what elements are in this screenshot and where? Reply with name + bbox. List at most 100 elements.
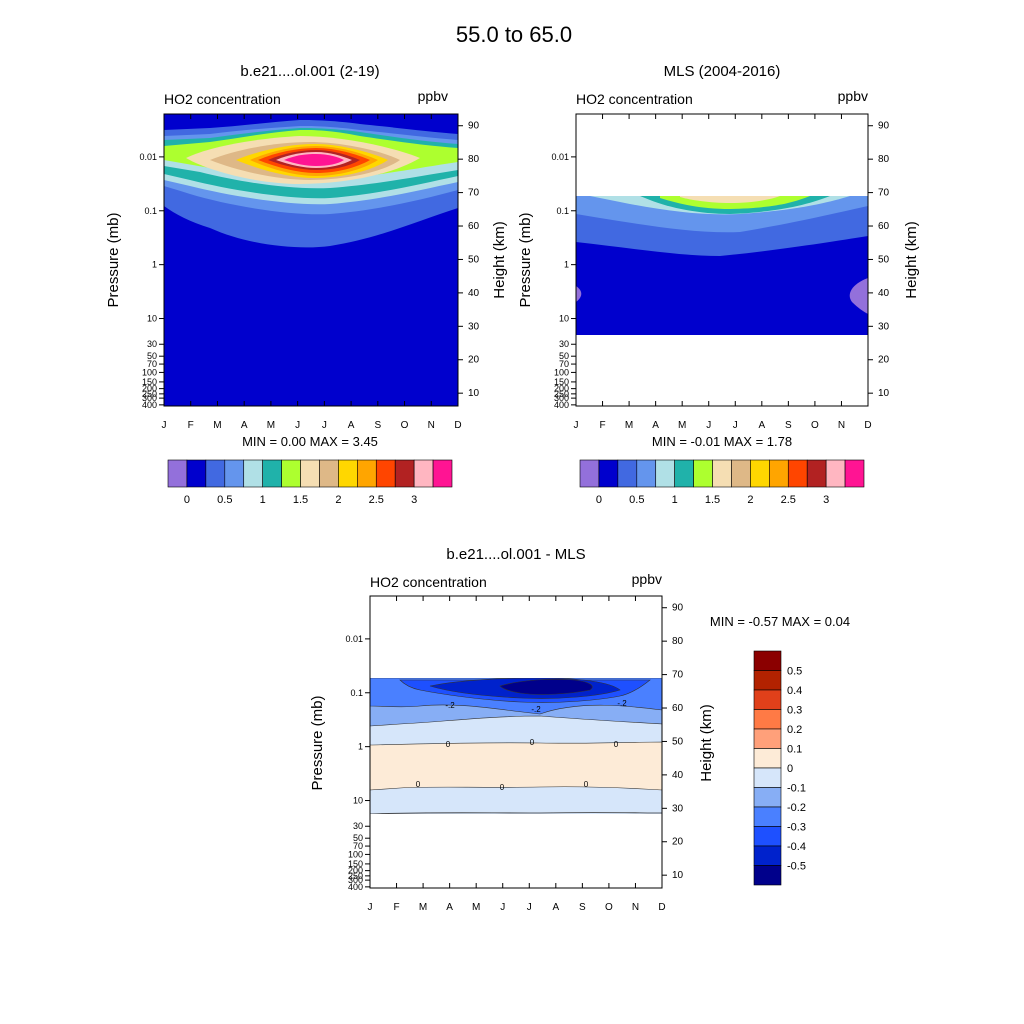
y-tick-label: 0.1 (350, 688, 363, 698)
colorbar-swatch (186, 459, 207, 488)
y-tick-label: 100 (142, 367, 157, 377)
panel-difference: b.e21....ol.001 - MLS HO2 concentration … (309, 546, 850, 913)
x-tick-label: J (527, 902, 532, 913)
y-tick-label-right: 20 (878, 355, 890, 366)
colorbar-label: 2.5 (369, 494, 384, 506)
y-tick-label-right: 10 (878, 388, 890, 399)
colorbar-label: 0 (787, 763, 793, 775)
colorbar-swatch (731, 459, 751, 488)
x-tick-label: J (500, 902, 505, 913)
panel-title: MLS (2004-2016) (664, 63, 781, 80)
x-tick-label: N (632, 902, 639, 913)
x-tick-label: A (348, 420, 355, 431)
contour-field (164, 114, 458, 406)
y-tick-label: 10 (353, 796, 363, 806)
x-tick-label: A (241, 420, 248, 431)
contour-label: -.2 (531, 705, 541, 714)
panel-subtitle-left: HO2 concentration (576, 91, 693, 107)
colorbar-label: 2 (335, 494, 341, 506)
panel-title: b.e21....ol.001 (2-19) (240, 63, 379, 80)
contour-label: 0 (500, 783, 505, 792)
y-tick-label: 150 (348, 859, 363, 869)
colorbar-swatch (243, 459, 263, 488)
y-tick-label-right: 40 (468, 288, 480, 299)
y-tick-label-right: 50 (878, 254, 890, 265)
contour-label: -.2 (445, 701, 455, 710)
y-tick-label: 200 (554, 384, 569, 394)
colorbar-swatch (167, 459, 188, 488)
y-tick-label: 1 (358, 742, 363, 752)
colorbar-swatch (394, 459, 415, 488)
panel-subtitle-right: ppbv (838, 88, 868, 104)
x-tick-label: J (574, 420, 579, 431)
y-tick-label-right: 70 (468, 188, 480, 199)
colorbar-swatch (753, 728, 782, 749)
y-tick-label: 100 (554, 367, 569, 377)
y-tick-label-right: 60 (672, 703, 684, 714)
y-tick-label: 0.01 (551, 152, 569, 162)
panel-title: b.e21....ol.001 - MLS (446, 546, 585, 563)
x-tick-label: F (188, 420, 194, 431)
contour-labels: -.2 -.2 -.2 0 0 0 0 0 0 (416, 699, 627, 792)
colorbar-swatch (753, 650, 782, 671)
colorbar-swatch (753, 767, 782, 788)
y-tick-label: 0.01 (139, 152, 157, 162)
page-title: 55.0 to 65.0 (456, 22, 572, 47)
y-tick-label: 250 (142, 389, 157, 399)
y-tick-label-right: 30 (878, 321, 890, 332)
colorbar-label: 2 (747, 494, 753, 506)
colorbar-swatch (753, 806, 782, 827)
panel-subtitle-left: HO2 concentration (164, 91, 281, 107)
colorbar-swatch (844, 459, 865, 488)
colorbar-swatch (636, 459, 657, 488)
colorbar-swatch (753, 845, 782, 866)
y-tick-label: 1 (564, 260, 569, 270)
y-tick-label: 70 (559, 359, 569, 369)
colorbar-swatch (357, 459, 377, 488)
colorbar-label: 0 (596, 494, 602, 506)
colorbar-label: 1 (672, 494, 678, 506)
colorbar-swatch (281, 459, 301, 488)
y-tick-label: 400 (554, 400, 569, 410)
x-tick-label: F (599, 420, 605, 431)
x-tick-label: S (785, 420, 792, 431)
y-tick-label: 30 (353, 821, 363, 831)
colorbar-label: 1.5 (705, 494, 720, 506)
y-tick-label-right: 50 (468, 254, 480, 265)
colorbar-swatch (787, 459, 808, 488)
x-tick-label: O (811, 420, 819, 431)
y-tick-label-right: 80 (672, 636, 684, 647)
x-tick-label: M (625, 420, 633, 431)
y-tick-label-right: 50 (672, 736, 684, 747)
colorbar-label: 0.5 (787, 666, 802, 678)
y-tick-label-right: 80 (878, 154, 890, 165)
colorbar-swatch (205, 459, 226, 488)
y-tick-label-right: 70 (878, 188, 890, 199)
colorbar-swatch (693, 459, 713, 488)
y-tick-label-right: 80 (468, 154, 480, 165)
y-tick-label: 300 (142, 393, 157, 403)
colorbar-swatch (338, 459, 358, 488)
contour-label: 0 (614, 740, 619, 749)
panel-subtitle-right: ppbv (632, 571, 662, 587)
colorbar-label: -0.2 (787, 802, 806, 814)
y-tick-label: 30 (147, 339, 157, 349)
contour-label: 0 (584, 780, 589, 789)
colorbar-label: -0.3 (787, 822, 806, 834)
colorbar-swatch (753, 689, 782, 710)
colorbar-swatch (753, 787, 782, 808)
x-tick-label: J (368, 902, 373, 913)
x-tick-label: O (605, 902, 613, 913)
colorbar-label: -0.1 (787, 783, 806, 795)
x-tick-label: N (838, 420, 845, 431)
colorbar-label: 0.5 (629, 494, 644, 506)
y-tick-label-right: 90 (878, 121, 890, 132)
x-tick-label: A (652, 420, 659, 431)
x-tick-label: D (658, 902, 665, 913)
y-tick-label: 200 (348, 866, 363, 876)
y-tick-label: 300 (348, 875, 363, 885)
y-tick-label: 0.01 (345, 634, 363, 644)
y-tick-label-right: 90 (672, 603, 684, 614)
y-tick-label: 0.1 (144, 206, 157, 216)
